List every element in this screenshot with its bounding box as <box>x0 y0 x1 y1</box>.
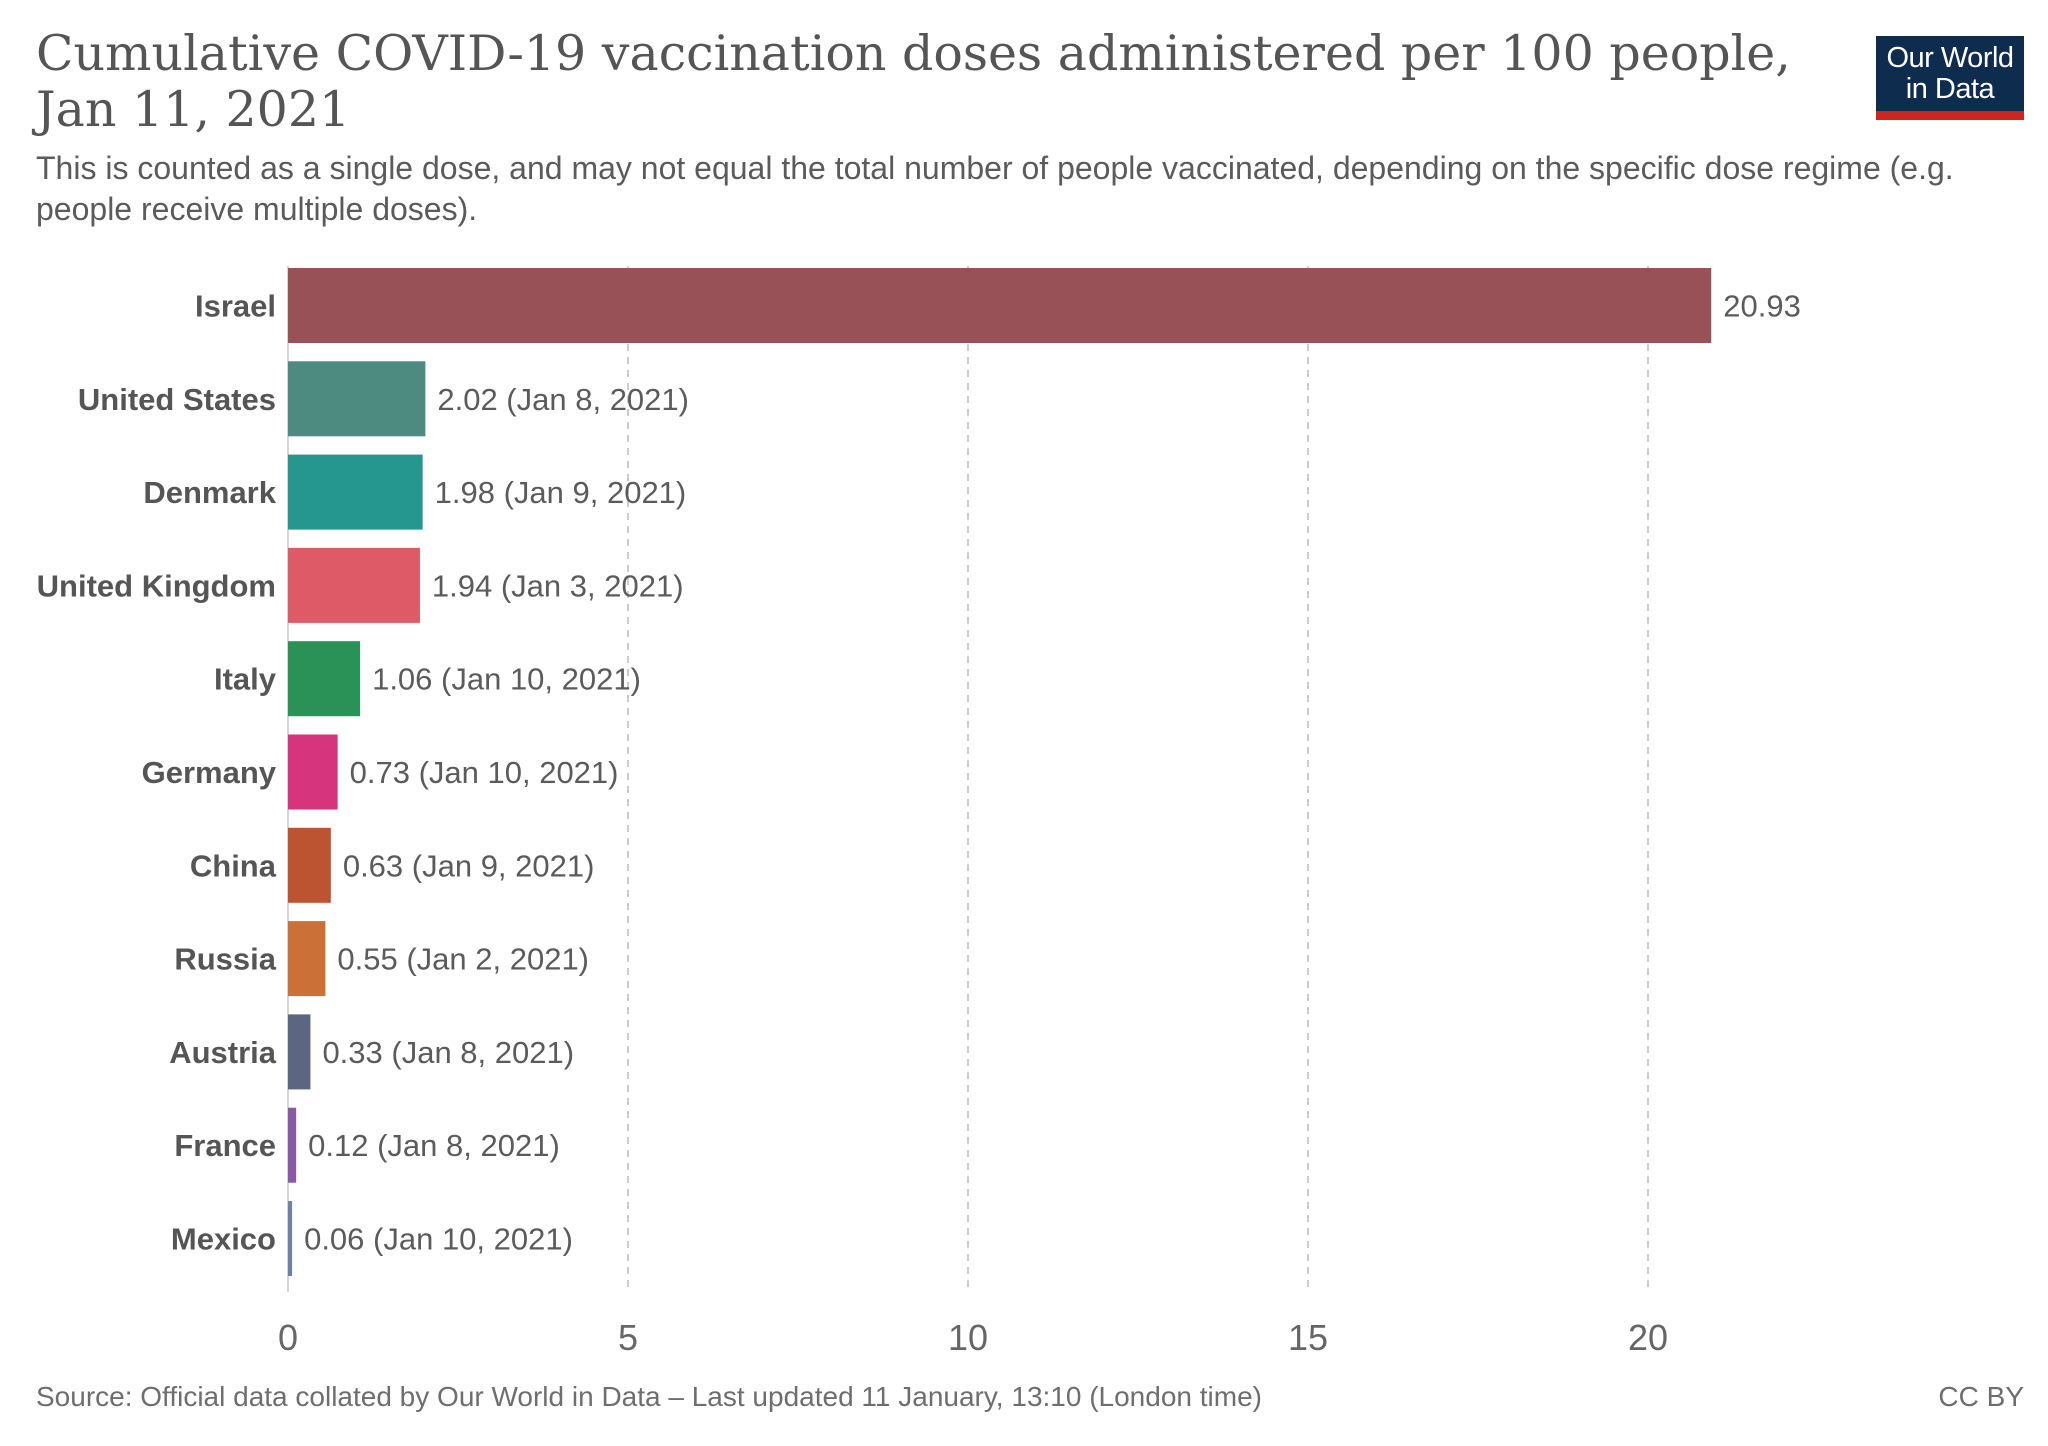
owid-logo[interactable]: Our World in Data <box>1876 36 2024 120</box>
source-note: Source: Official data collated by Our Wo… <box>36 1381 1262 1412</box>
value-label: 0.73 (Jan 10, 2021) <box>350 755 619 790</box>
bar-united-states <box>288 361 426 437</box>
x-tick-label: 10 <box>948 1317 988 1358</box>
value-label: 0.33 (Jan 8, 2021) <box>322 1035 574 1070</box>
value-label: 0.12 (Jan 8, 2021) <box>308 1128 560 1163</box>
bar-chart: 0 5 10 15 20 Israel 20.93 United States 2.02 (Ja… <box>37 266 1801 1359</box>
x-tick-label: 15 <box>1288 1317 1328 1358</box>
bar-austria <box>288 1014 311 1090</box>
category-label: China <box>190 848 277 883</box>
bar-china <box>288 827 331 903</box>
x-tick-label: 0 <box>278 1317 298 1358</box>
category-label: United States <box>78 382 276 417</box>
bar-israel <box>288 268 1712 343</box>
bars <box>288 268 1712 1276</box>
bar-denmark <box>288 454 423 530</box>
chart-subtitle: This is counted as a single dose, and ma… <box>36 150 1954 227</box>
license-link[interactable]: CC BY <box>1938 1381 2024 1412</box>
value-label: 1.98 (Jan 9, 2021) <box>435 475 687 510</box>
category-label: France <box>174 1128 276 1163</box>
value-label: 0.06 (Jan 10, 2021) <box>304 1222 573 1257</box>
value-label: 0.55 (Jan 2, 2021) <box>337 942 589 977</box>
category-label: Italy <box>214 662 277 697</box>
category-label: United Kingdom <box>37 568 276 603</box>
bar-mexico <box>288 1201 293 1276</box>
category-label: Denmark <box>143 475 276 510</box>
value-label: 2.02 (Jan 8, 2021) <box>437 382 689 417</box>
value-label: 1.94 (Jan 3, 2021) <box>432 568 684 603</box>
logo-line-2: in Data <box>1905 72 1995 105</box>
value-label: 1.06 (Jan 10, 2021) <box>372 662 641 697</box>
chart-title: Cumulative COVID-19 vaccination doses ad… <box>36 25 1791 138</box>
bar-france <box>288 1107 297 1183</box>
x-tick-label: 20 <box>1628 1317 1668 1358</box>
x-tick-label: 5 <box>618 1317 638 1358</box>
category-label: Austria <box>169 1035 277 1070</box>
logo-line-1: Our World <box>1886 41 2014 74</box>
value-label: 0.63 (Jan 9, 2021) <box>343 848 595 883</box>
labels: 0 5 10 15 20 Israel 20.93 United States 2.02 (Ja… <box>37 289 1801 1359</box>
category-label: Germany <box>142 755 277 790</box>
category-label: Mexico <box>171 1222 276 1257</box>
bar-united-kingdom <box>288 547 420 623</box>
bar-germany <box>288 734 338 810</box>
bar-russia <box>288 921 326 997</box>
category-label: Israel <box>195 289 276 324</box>
bar-italy <box>288 641 361 717</box>
value-label: 20.93 <box>1723 289 1801 324</box>
category-label: Russia <box>174 942 276 977</box>
